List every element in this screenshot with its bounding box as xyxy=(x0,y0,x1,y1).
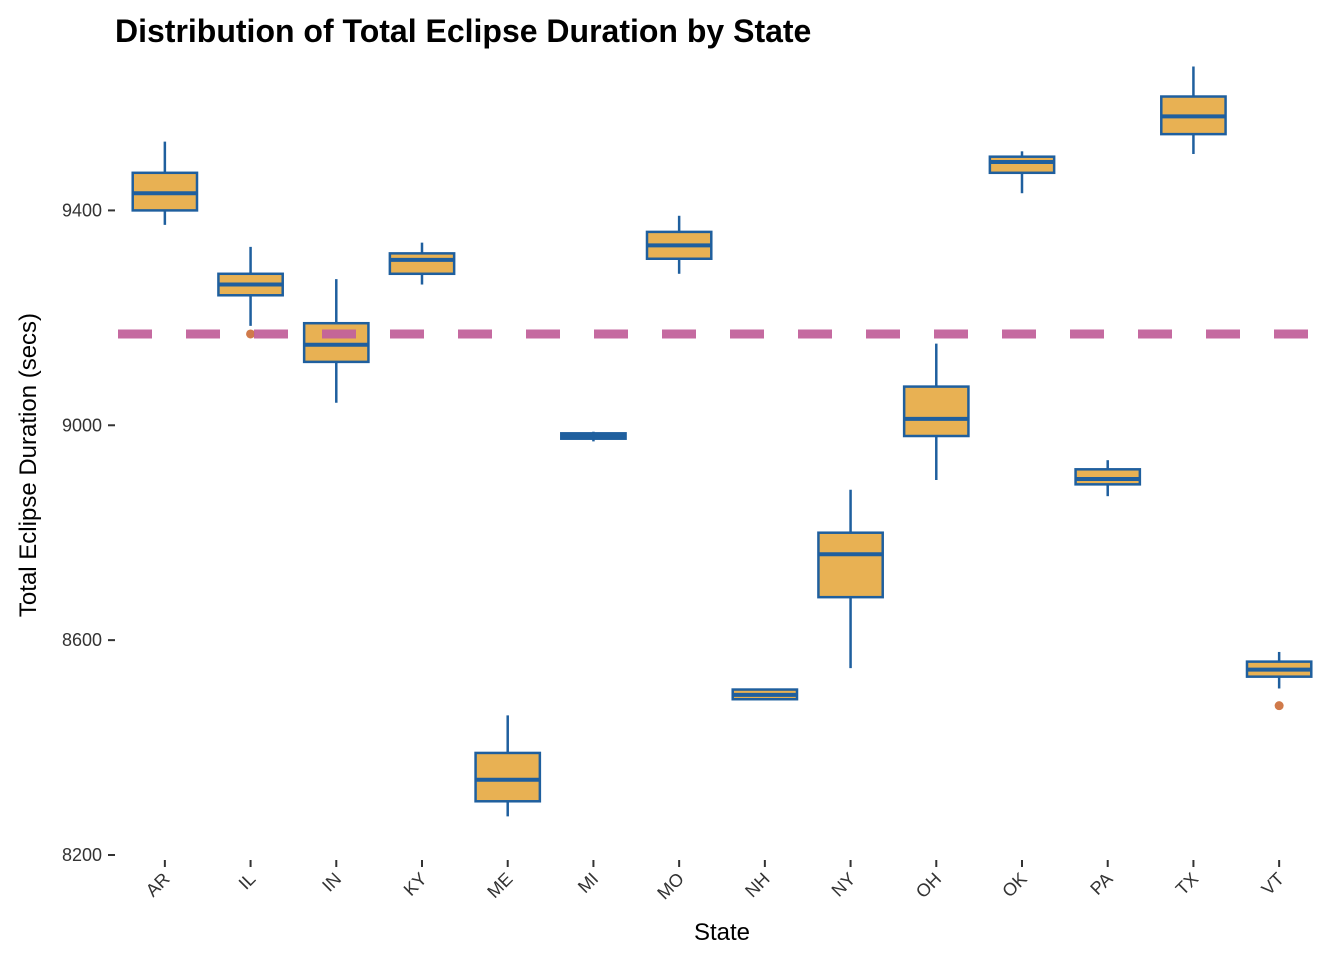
box-body xyxy=(817,531,884,599)
box-tx xyxy=(1160,66,1227,155)
box-pa xyxy=(1074,460,1142,497)
box-body xyxy=(474,751,542,803)
x-tick-label: PA xyxy=(1086,869,1116,899)
y-tick-label: 8600 xyxy=(62,630,102,650)
y-tick-label: 9000 xyxy=(62,415,102,435)
box-ny xyxy=(817,489,884,669)
box-vt xyxy=(1245,651,1313,711)
x-tick-label: IL xyxy=(235,869,260,894)
boxes-layer xyxy=(131,66,1313,817)
box-mi xyxy=(560,431,627,442)
x-tick-label: MI xyxy=(574,869,602,897)
outlier-point xyxy=(246,329,256,339)
outlier-point xyxy=(1274,701,1284,711)
y-tick-label: 8200 xyxy=(62,845,102,865)
box-in xyxy=(302,279,370,403)
x-tick-label: TX xyxy=(1172,869,1202,899)
box-body xyxy=(388,252,456,276)
chart-title: Distribution of Total Eclipse Duration b… xyxy=(115,13,811,49)
box-ar xyxy=(131,141,199,225)
box-oh xyxy=(902,343,970,481)
x-tick-label: AR xyxy=(142,869,174,901)
x-tick-label: IN xyxy=(318,869,345,896)
box-me xyxy=(474,715,542,817)
x-tick-label: NY xyxy=(828,869,860,901)
box-body xyxy=(902,385,970,438)
box-nh xyxy=(731,688,799,701)
x-tick-label: NH xyxy=(741,869,774,902)
x-tick-label: KY xyxy=(400,869,431,900)
box-il xyxy=(217,246,284,339)
y-axis-label: Total Eclipse Duration (secs) xyxy=(15,313,42,617)
box-ky xyxy=(388,242,456,285)
x-axis: AR IL IN KY ME MI MO NH NY OH OK PA TX VT xyxy=(142,860,1288,903)
box-body xyxy=(1074,468,1142,486)
y-axis: 8200 8600 9000 9400 xyxy=(62,200,115,865)
box-mo xyxy=(645,215,713,274)
box-body xyxy=(988,155,1056,175)
x-axis-label: State xyxy=(694,919,750,946)
y-tick-label: 9400 xyxy=(62,200,102,220)
x-tick-label: ME xyxy=(483,869,516,902)
x-tick-label: MO xyxy=(653,869,688,904)
box-body xyxy=(302,321,370,364)
x-tick-label: OK xyxy=(998,869,1031,902)
x-tick-label: VT xyxy=(1258,869,1288,899)
x-tick-label: OH xyxy=(912,869,945,902)
box-ok xyxy=(988,151,1056,194)
